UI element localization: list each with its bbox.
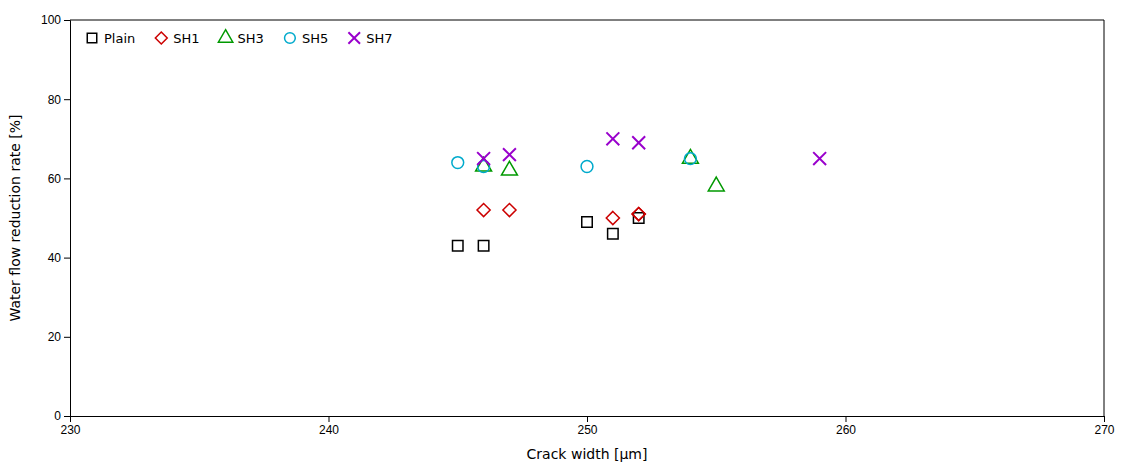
tick-mark xyxy=(64,178,70,179)
point xyxy=(608,229,618,239)
tick-mark xyxy=(1104,416,1105,422)
legend-label: Plain xyxy=(104,31,135,46)
point xyxy=(633,213,643,223)
point xyxy=(632,136,645,149)
series xyxy=(477,132,826,165)
point xyxy=(478,240,488,250)
legend-symbol xyxy=(87,33,96,42)
point xyxy=(503,148,516,161)
legend: Plain SH1 SH3 SH5 SH7 xyxy=(87,30,392,46)
point xyxy=(813,152,826,165)
tick-mark xyxy=(64,99,70,100)
point xyxy=(501,161,517,175)
series xyxy=(452,153,696,173)
point xyxy=(632,207,645,220)
tick-mark xyxy=(64,416,70,417)
tick-label: 260 xyxy=(836,423,856,437)
tick-label: 60 xyxy=(48,172,62,186)
legend-item: SH5 xyxy=(285,31,329,46)
tick: 60 xyxy=(48,172,70,186)
tick-mark xyxy=(587,416,588,422)
points xyxy=(452,132,826,251)
tick-mark xyxy=(64,337,70,338)
tick-label: 0 xyxy=(54,409,61,423)
point xyxy=(503,204,516,217)
tick: 250 xyxy=(577,416,597,437)
point xyxy=(684,153,696,165)
tick: 260 xyxy=(836,416,856,437)
point xyxy=(582,217,592,227)
tick: 100 xyxy=(41,13,70,27)
y-axis-title: Water flow reduction rate [%] xyxy=(7,114,23,321)
point xyxy=(632,207,645,220)
legend-label: SH7 xyxy=(366,31,392,46)
x-axis: 230 240 250 260 270 xyxy=(60,416,1114,437)
axis-line xyxy=(64,21,71,417)
frame xyxy=(1104,20,1105,416)
point xyxy=(453,240,463,250)
axis-line xyxy=(71,417,1105,423)
tick-label: 100 xyxy=(41,13,61,27)
point xyxy=(477,152,490,165)
series xyxy=(453,213,644,251)
legend-symbol xyxy=(348,32,360,44)
x-axis-title: Crack width [μm] xyxy=(527,446,648,462)
legend-item: SH3 xyxy=(218,30,264,46)
legend-label: SH1 xyxy=(173,31,199,46)
tick-label: 250 xyxy=(577,423,597,437)
legend-item: Plain xyxy=(87,31,135,46)
point xyxy=(452,157,464,169)
tick: 270 xyxy=(1094,416,1114,437)
legend-item: SH1 xyxy=(155,31,199,46)
tick: 20 xyxy=(48,330,70,344)
tick-label: 40 xyxy=(48,251,62,265)
tick-label: 240 xyxy=(319,423,339,437)
tick-mark xyxy=(846,416,847,422)
series xyxy=(476,149,725,191)
tick: 230 xyxy=(60,416,80,437)
tick-label: 230 xyxy=(60,423,80,437)
series xyxy=(477,204,645,225)
tick-mark xyxy=(64,258,70,259)
tick-label: 270 xyxy=(1094,423,1114,437)
tick: 80 xyxy=(48,93,70,107)
tick: 40 xyxy=(48,251,70,265)
legend-item: SH7 xyxy=(348,31,392,46)
legend-label: SH5 xyxy=(302,31,328,46)
tick-label: 80 xyxy=(48,93,62,107)
tick-label: 20 xyxy=(48,330,62,344)
legend-symbol xyxy=(218,30,232,42)
point xyxy=(581,161,593,173)
y-axis: 0 20 40 60 80 100 xyxy=(41,13,71,423)
plot: 230 240 250 260 270 0 20 40 60 80 100 Plain SH1 SH3 SH… xyxy=(41,13,1115,436)
point xyxy=(606,211,619,224)
tick: 0 xyxy=(54,409,70,423)
legend-symbol xyxy=(155,32,167,44)
chart: 230 240 250 260 270 0 20 40 60 80 100 Plain SH1 SH3 SH… xyxy=(0,0,1129,471)
legend-symbol xyxy=(285,33,296,44)
point xyxy=(477,204,490,217)
legend-label: SH3 xyxy=(238,31,264,46)
frame xyxy=(70,20,1104,21)
point xyxy=(708,177,724,191)
tick: 240 xyxy=(319,416,339,437)
tick-mark xyxy=(64,20,70,21)
tick-mark xyxy=(329,416,330,422)
point xyxy=(606,132,619,145)
